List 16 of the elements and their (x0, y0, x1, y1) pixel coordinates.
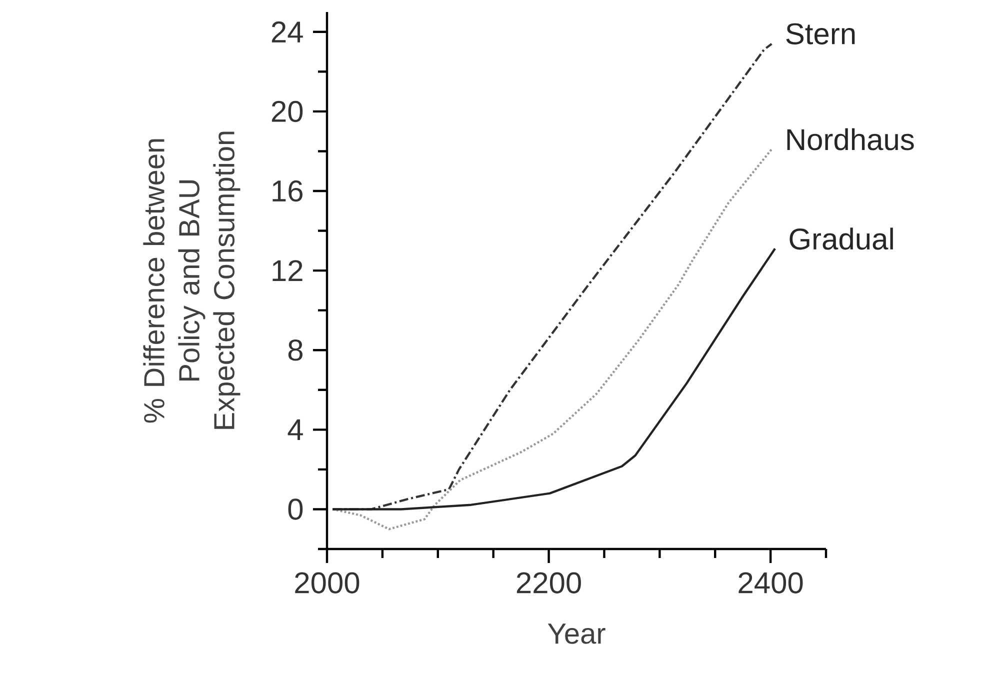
series-label: Gradual (790, 228, 893, 250)
y-tick-label: 4 (288, 419, 303, 440)
x-axis-title: Year (548, 624, 606, 644)
line-series (331, 248, 776, 510)
series-label: Stern (786, 23, 855, 44)
x-tick-label: 2000 (295, 572, 360, 594)
y-tick-label: 12 (272, 260, 302, 282)
series-label: Nordhaus (787, 128, 914, 150)
y-axis-title: % Difference between Policy and BAU Expected Consumption (143, 132, 240, 429)
y-tick-label: 24 (272, 21, 303, 42)
y-tick-label: 8 (288, 339, 302, 361)
x-tick-label: 2200 (516, 572, 581, 594)
y-tick-label: 20 (272, 100, 303, 122)
x-tick-label: 2400 (738, 572, 803, 594)
y-tick-label: 16 (272, 180, 302, 202)
y-tick-label: 0 (288, 498, 303, 520)
